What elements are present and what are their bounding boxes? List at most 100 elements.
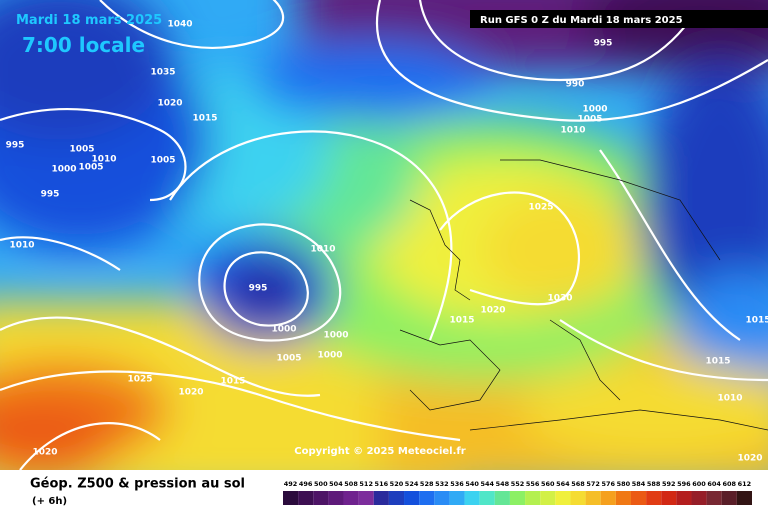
scale-label: 560 <box>541 480 555 488</box>
run-banner <box>470 10 768 28</box>
run-info: Run GFS 0 Z du Mardi 18 mars 2025 <box>480 15 683 26</box>
scale-swatch <box>691 491 707 505</box>
isobar-label: 1000 <box>51 165 76 175</box>
scale-label: 540 <box>465 480 479 488</box>
scale-label: 608 <box>723 480 737 488</box>
scale-swatch <box>540 491 556 505</box>
scale-label: 600 <box>692 480 706 488</box>
scale-label: 528 <box>420 480 434 488</box>
color-scale: 492 496 500 504 508 512 516 520 524 528 532 536 540 5… <box>283 480 752 505</box>
scale-swatch <box>388 491 405 505</box>
isobar-label: 1015 <box>220 377 245 387</box>
scale-label: 572 <box>586 480 600 488</box>
scale-swatch <box>328 491 344 505</box>
isobar-label: 1005 <box>150 156 175 166</box>
scale-label: 568 <box>571 480 585 488</box>
forecast-date: Mardi 18 mars 2025 <box>16 13 162 28</box>
scale-swatch <box>419 491 435 505</box>
isobar-label: 1020 <box>480 306 505 316</box>
isobar-label: 1015 <box>705 357 730 367</box>
scale-label: 612 <box>738 480 752 488</box>
isobar-label: 1000 <box>317 351 342 361</box>
isobar-label: 1000 <box>271 325 296 335</box>
scale-label: 548 <box>496 480 510 488</box>
isobar-label: 1005 <box>276 354 301 364</box>
scale-label: 588 <box>647 480 661 488</box>
isobar-label: 995 <box>6 141 25 151</box>
scale-swatch <box>721 491 737 505</box>
isobar-label: 1010 <box>560 126 585 136</box>
isobar-label: 1010 <box>717 394 742 404</box>
isobar-label: 1035 <box>150 68 175 78</box>
isobar-label: 1020 <box>32 448 57 458</box>
isobar-label: 1005 <box>69 145 94 155</box>
scale-swatch <box>464 491 480 505</box>
scale-label: 576 <box>601 480 615 488</box>
scale-swatch <box>570 491 586 505</box>
scale-swatch <box>494 491 510 505</box>
scale-swatch <box>358 491 374 505</box>
scale-label: 496 <box>299 480 313 488</box>
scale-swatch <box>630 491 647 505</box>
coastlines <box>399 159 768 431</box>
scale-label: 580 <box>617 480 631 488</box>
isobar-label: 995 <box>41 190 60 200</box>
isobars <box>0 0 768 470</box>
scale-label: 512 <box>359 480 373 488</box>
scale-swatch <box>283 491 299 505</box>
isobar-label: 995 <box>594 39 613 49</box>
isobar-label: 1025 <box>127 375 152 385</box>
scale-label: 504 <box>329 480 343 488</box>
scale-label: 556 <box>526 480 540 488</box>
isobar-label: 1000 <box>582 105 607 115</box>
scale-label: 536 <box>450 480 464 488</box>
isobar-label: 1020 <box>178 388 203 398</box>
scale-swatch <box>736 491 752 505</box>
isobar-label: 1015 <box>745 316 768 326</box>
isobar-label: 1025 <box>528 203 553 213</box>
scale-swatch <box>615 491 631 505</box>
scale-swatch <box>600 491 616 505</box>
scale-swatch <box>313 491 329 505</box>
isobar-label: 1010 <box>310 245 335 255</box>
forecast-time: 7:00 locale <box>22 33 145 57</box>
scale-label: 520 <box>390 480 404 488</box>
scale-swatch <box>646 491 662 505</box>
scale-swatch <box>706 491 722 505</box>
isobar-label: 1005 <box>78 163 103 173</box>
scale-label: 544 <box>480 480 494 488</box>
scale-swatch <box>298 491 314 505</box>
scale-label: 552 <box>511 480 525 488</box>
scale-swatch <box>676 491 692 505</box>
scale-label: 492 <box>284 480 298 488</box>
scale-swatch <box>434 491 450 505</box>
scale-swatch <box>343 491 359 505</box>
isobar-label: 1020 <box>737 454 762 464</box>
scale-label: 532 <box>435 480 449 488</box>
isobar-label: 1030 <box>547 294 572 304</box>
scale-label: 564 <box>556 480 570 488</box>
scale-swatch <box>404 491 420 505</box>
scale-label: 584 <box>632 480 646 488</box>
isobar-label: 1040 <box>167 20 192 30</box>
scale-label: 604 <box>707 480 721 488</box>
scale-swatch <box>525 491 541 505</box>
scale-swatch <box>509 491 526 505</box>
isobar-label: 1020 <box>157 99 182 109</box>
isobar-label: 1000 <box>323 331 348 341</box>
scale-label: 524 <box>405 480 419 488</box>
isobar-label: 995 <box>249 284 268 294</box>
scale-swatch <box>479 491 495 505</box>
scale-swatch <box>555 491 571 505</box>
scale-swatch <box>449 491 465 505</box>
scale-swatch <box>585 491 601 505</box>
footer-step: (+ 6h) <box>32 496 67 507</box>
copyright: Copyright © 2025 Meteociel.fr <box>294 446 465 457</box>
scale-label: 516 <box>375 480 389 488</box>
isobar-label: 1015 <box>192 114 217 124</box>
isobar-label: 1005 <box>577 115 602 125</box>
